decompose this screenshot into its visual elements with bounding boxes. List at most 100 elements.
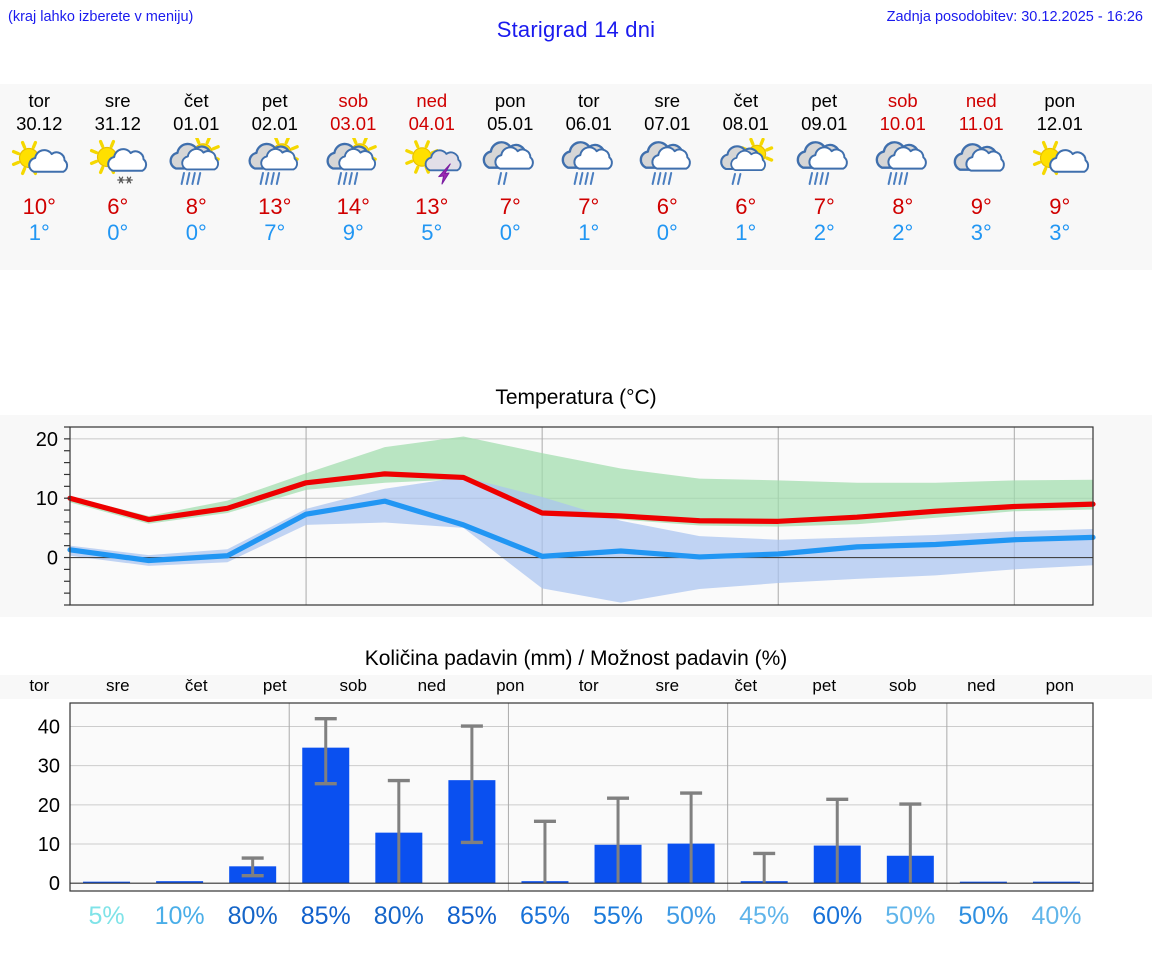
- precipitation-error-bar: [680, 791, 703, 884]
- location-menu-note[interactable]: (kraj lahko izberete v meniju): [8, 9, 194, 25]
- day-date-label: 03.01: [330, 113, 377, 134]
- max-temperature: 14°: [336, 194, 370, 219]
- temperature-chart-svg: 0 10 20: [36, 426, 1096, 606]
- day-date-label: 09.01: [801, 113, 848, 134]
- precipitation-bar: [83, 881, 131, 884]
- precipitation-probability-label: 50%: [666, 902, 716, 930]
- max-temperature: 13°: [415, 194, 449, 219]
- temperature-range-band: [70, 436, 1093, 527]
- day-of-week-label: pet: [261, 90, 288, 111]
- max-temperature: 7°: [499, 194, 521, 219]
- precipitation-day-label: sob: [889, 676, 917, 695]
- precipitation-day-label: sre: [655, 676, 680, 695]
- day-of-week-label: pon: [494, 90, 526, 111]
- temperature-y-tick-label: 0: [47, 548, 58, 570]
- temperature-line: [67, 471, 1096, 524]
- day-column[interactable]: tor 06.01 7° 1°: [550, 84, 629, 270]
- precipitation-day-label: ned: [967, 676, 996, 695]
- precipitation-bar: [156, 881, 204, 884]
- precipitation-chart-title: Količina padavin (mm) / Možnost padavin …: [364, 647, 788, 670]
- max-temperature: 9°: [1049, 194, 1071, 219]
- precipitation-day-label: ned: [417, 676, 446, 695]
- day-column[interactable]: ned 04.01 13° 5°: [393, 84, 472, 270]
- precipitation-probability-label: 85%: [301, 902, 351, 930]
- min-temperature: 1°: [735, 220, 757, 245]
- day-of-week-label: pon: [1044, 90, 1076, 111]
- day-date-label: 12.01: [1036, 113, 1083, 134]
- cloud-rain-icon: [553, 138, 625, 190]
- precipitation-y-tick-label: 0: [49, 873, 60, 895]
- day-date-label: 08.01: [722, 113, 769, 134]
- precipitation-probability-label: 65%: [520, 902, 570, 930]
- day-column[interactable]: sob 03.01 14° 9°: [314, 84, 393, 270]
- precipitation-probability-label: 10%: [155, 902, 205, 930]
- day-column[interactable]: ned 11.01 9° 3°: [942, 84, 1021, 270]
- precipitation-probability-label: 55%: [593, 902, 643, 930]
- min-temperature: 0°: [107, 220, 129, 245]
- day-column[interactable]: sob 10.01 8° 2°: [864, 84, 943, 270]
- temperature-range-band: [70, 476, 1093, 603]
- precipitation-chart-section: Količina padavin (mm) / Možnost padavin …: [0, 645, 1152, 955]
- max-temperature: 6°: [656, 194, 678, 219]
- min-temperature: 0°: [185, 220, 207, 245]
- precipitation-day-label: tor: [29, 676, 50, 695]
- precipitation-day-label: sob: [339, 676, 367, 695]
- precipitation-probability-label: 5%: [88, 902, 124, 930]
- day-of-week-label: sob: [338, 90, 369, 111]
- precipitation-error-bar: [314, 716, 337, 786]
- day-of-week-label: čet: [183, 90, 209, 111]
- sun-cloud-snow-icon: [82, 138, 154, 190]
- cloud-rain-icon: [867, 138, 939, 190]
- precipitation-bar: [959, 881, 1007, 884]
- precipitation-probability-label: 80%: [374, 902, 424, 930]
- min-temperature: 0°: [656, 220, 678, 245]
- precipitation-day-label: čet: [734, 676, 758, 695]
- precipitation-probability-label: 85%: [447, 902, 497, 930]
- cloud-rain-light-icon: [474, 138, 546, 190]
- day-column[interactable]: sre 31.12 6° 0°: [79, 84, 158, 270]
- precipitation-chart-svg: 0 10 20 30 40 5% 10% 80% 85% 80% 85% 65% 55% 50% 45% 60…: [38, 702, 1094, 930]
- cloud-rain-icon: [788, 138, 860, 190]
- day-date-label: 05.01: [487, 113, 534, 134]
- day-date-label: 01.01: [173, 113, 220, 134]
- day-of-week-label: sob: [887, 90, 918, 111]
- precipitation-probability-label: 50%: [885, 902, 935, 930]
- precipitation-probability-label: 40%: [1031, 902, 1081, 930]
- max-temperature: 9°: [970, 194, 992, 219]
- day-column[interactable]: sre 07.01 6° 0°: [628, 84, 707, 270]
- last-update-text: Zadnja posodobitev: 30.12.2025 - 16:26: [886, 9, 1143, 25]
- sun-cloud-rain-light-icon: [710, 138, 782, 190]
- day-of-week-label: ned: [965, 90, 997, 111]
- precipitation-day-label: pet: [812, 676, 837, 695]
- precipitation-y-tick-label: 20: [38, 795, 60, 817]
- day-column[interactable]: pon 12.01 9° 3°: [1021, 84, 1100, 270]
- day-column[interactable]: čet 01.01 8° 0°: [157, 84, 236, 270]
- precipitation-day-label: pon: [496, 676, 525, 695]
- day-column[interactable]: pet 09.01 7° 2°: [785, 84, 864, 270]
- day-date-label: 31.12: [94, 113, 141, 134]
- day-column[interactable]: čet 08.01 6° 1°: [707, 84, 786, 270]
- day-column[interactable]: pet 02.01 13° 7°: [236, 84, 315, 270]
- day-date-label: 10.01: [879, 113, 926, 134]
- precipitation-y-tick-label: 30: [38, 756, 60, 778]
- sun-cloud-icon: [1024, 138, 1096, 190]
- day-column[interactable]: pon 05.01 7° 0°: [471, 84, 550, 270]
- precipitation-day-labels: tor sre čet pet sob ned pon tor sre čet pet sob ned p…: [0, 675, 1152, 699]
- day-column[interactable]: tor 30.12 10° 1°: [0, 84, 79, 270]
- precipitation-error-bar: [241, 856, 264, 878]
- max-temperature: 8°: [185, 194, 207, 219]
- max-temperature: 8°: [892, 194, 914, 219]
- day-date-label: 30.12: [16, 113, 63, 134]
- precipitation-day-label: pet: [262, 676, 287, 695]
- min-temperature: 1°: [578, 220, 600, 245]
- temperature-line: [67, 498, 1096, 564]
- max-temperature: 10°: [22, 194, 56, 219]
- sun-cloud-icon: [3, 138, 75, 190]
- sun-cloud-storm-icon: [396, 138, 468, 190]
- temperature-chart-title: Temperatura (°C): [495, 386, 657, 409]
- precipitation-error-bar: [899, 802, 922, 884]
- day-of-week-label: čet: [733, 90, 759, 111]
- page-header: (kraj lahko izberete v meniju) Starigrad…: [0, 0, 1152, 58]
